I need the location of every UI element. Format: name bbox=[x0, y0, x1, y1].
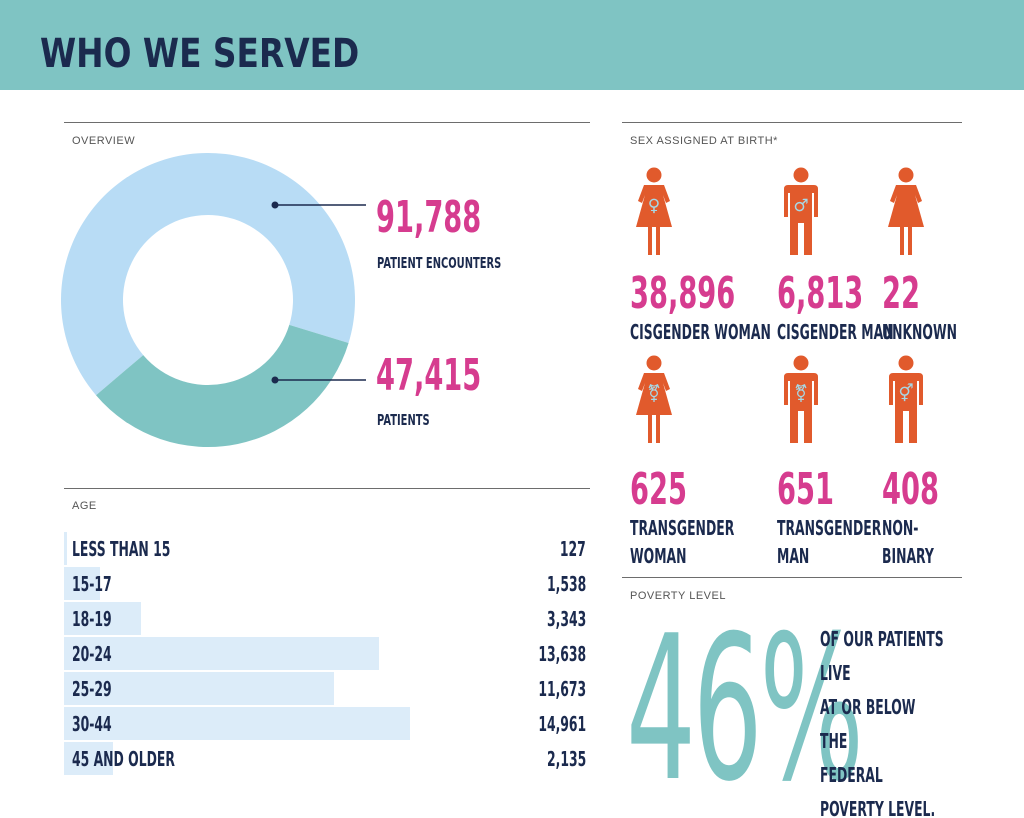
sex-label: SEX ASSIGNED AT BIRTH* bbox=[630, 135, 778, 147]
age-row-value: 14,961 bbox=[538, 712, 586, 736]
unknown-figure-icon bbox=[888, 167, 924, 255]
sex-label-text: CISGENDER WOMAN bbox=[630, 320, 771, 344]
sex-count: 22 bbox=[882, 268, 920, 319]
age-divider bbox=[64, 488, 590, 489]
sex-label-text: CISGENDER MAN bbox=[777, 320, 894, 344]
donut-slice-patients bbox=[96, 324, 349, 447]
sex-count: 408 bbox=[882, 464, 939, 515]
age-label: AGE bbox=[72, 500, 97, 512]
sex-count: 651 bbox=[777, 464, 834, 515]
gender-symbol: ♀ bbox=[648, 196, 660, 216]
encounters-value: 91,788 bbox=[376, 192, 482, 243]
age-row-label: 18-19 bbox=[72, 607, 112, 631]
age-bar bbox=[64, 672, 334, 705]
sex-label-text: TRANSGENDER WOMAN bbox=[630, 516, 735, 568]
sex-label-text: UNKNOWN bbox=[882, 320, 958, 344]
age-row-value: 11,673 bbox=[538, 677, 586, 701]
transgender-man-figure-icon: ⚧ bbox=[784, 355, 818, 443]
age-bar bbox=[64, 742, 114, 775]
patients-label: PATIENTS bbox=[377, 411, 430, 429]
age-row-label: 25-29 bbox=[72, 677, 112, 701]
age-row-label: 30-44 bbox=[72, 712, 112, 736]
poverty-text: OF OUR PATIENTS LIVE AT OR BELOW THE FED… bbox=[820, 627, 944, 818]
transgender-woman-figure-icon: ⚧ bbox=[636, 355, 672, 443]
patients-value: 47,415 bbox=[376, 350, 482, 401]
sex-label-text: NON-BINARY bbox=[882, 516, 934, 568]
gender-symbol: ⚥ bbox=[898, 383, 913, 404]
poverty-percent: 46% bbox=[626, 593, 864, 818]
gender-symbol: ⚧ bbox=[647, 383, 661, 404]
age-row: 25-29 11,673 bbox=[64, 669, 594, 705]
age-row: LESS THAN 15 127 bbox=[64, 529, 594, 565]
sex-count: 625 bbox=[630, 464, 687, 515]
age-bar bbox=[64, 602, 142, 635]
poverty-label: POVERTY LEVEL bbox=[630, 590, 726, 602]
sex-label-text: TRANSGENDER MAN bbox=[777, 516, 882, 568]
age-bar bbox=[64, 567, 100, 600]
overview-divider bbox=[64, 122, 590, 123]
page-title: WHO WE SERVED bbox=[40, 31, 360, 77]
sex-divider bbox=[622, 122, 962, 123]
age-bar bbox=[64, 707, 410, 740]
age-bar bbox=[64, 637, 380, 670]
age-row-value: 2,135 bbox=[546, 747, 586, 771]
age-row: 20-24 13,638 bbox=[64, 634, 594, 670]
age-row-value: 3,343 bbox=[546, 607, 586, 631]
non-binary-figure-icon: ⚥ bbox=[889, 355, 923, 443]
age-row: 15-17 1,538 bbox=[64, 564, 594, 600]
donut-slice-encounters bbox=[61, 152, 356, 396]
poverty-divider bbox=[622, 577, 962, 578]
age-row-value: 127 bbox=[560, 537, 586, 561]
age-row: 30-44 14,961 bbox=[64, 704, 594, 740]
age-row-label: 15-17 bbox=[72, 572, 112, 596]
age-row-label: 45 AND OLDER bbox=[72, 747, 175, 771]
male-figure-icon: ♂ bbox=[784, 167, 818, 255]
sex-count: 6,813 bbox=[777, 268, 864, 319]
female-figure-icon: ♀ bbox=[636, 167, 672, 255]
age-row-value: 1,538 bbox=[546, 572, 586, 596]
overview-label: OVERVIEW bbox=[72, 135, 136, 147]
encounters-label: PATIENT ENCOUNTERS bbox=[377, 254, 502, 272]
age-row-label: LESS THAN 15 bbox=[72, 537, 171, 561]
age-row: 45 AND OLDER 2,135 bbox=[64, 739, 594, 775]
age-bar bbox=[64, 532, 67, 565]
overview-donut-chart bbox=[61, 152, 356, 447]
gender-symbol: ♂ bbox=[793, 196, 808, 216]
header-banner: WHO WE SERVED bbox=[0, 0, 1024, 90]
age-row-value: 13,638 bbox=[538, 642, 586, 666]
gender-symbol: ⚧ bbox=[794, 383, 808, 404]
sex-count: 38,896 bbox=[630, 268, 736, 319]
age-row-label: 20-24 bbox=[72, 642, 112, 666]
age-row: 18-19 3,343 bbox=[64, 599, 594, 635]
